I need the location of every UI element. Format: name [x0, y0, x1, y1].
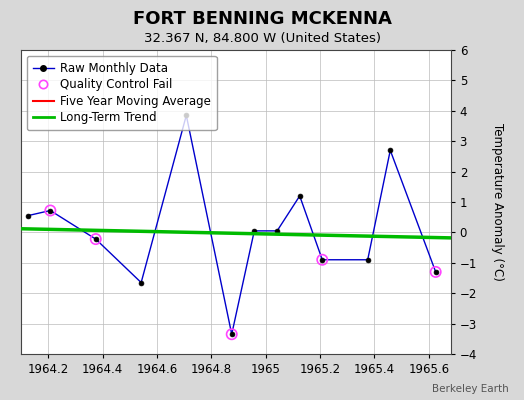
Point: [318, 256, 326, 263]
Point: [227, 331, 236, 338]
Text: Berkeley Earth: Berkeley Earth: [432, 384, 508, 394]
Point: [46, 207, 54, 214]
Text: 32.367 N, 84.800 W (United States): 32.367 N, 84.800 W (United States): [144, 32, 380, 45]
Legend: Raw Monthly Data, Quality Control Fail, Five Year Moving Average, Long-Term Tren: Raw Monthly Data, Quality Control Fail, …: [27, 56, 217, 130]
Y-axis label: Temperature Anomaly (°C): Temperature Anomaly (°C): [491, 123, 504, 281]
Text: FORT BENNING MCKENNA: FORT BENNING MCKENNA: [133, 10, 391, 28]
Point: [431, 269, 440, 275]
Point: [92, 236, 100, 242]
